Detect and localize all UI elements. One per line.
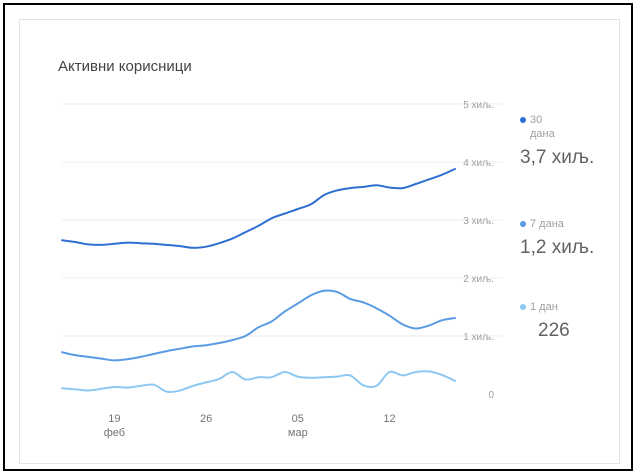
y-tick-label: 1 хиљ.	[463, 332, 494, 343]
legend-label: 7 дана	[530, 218, 564, 230]
legend-value: 226	[538, 320, 570, 341]
legend-item-30-days[interactable]: 30 дана 3,7 хиљ.	[520, 113, 594, 169]
series-line-0	[61, 168, 456, 249]
x-tick-label: 19	[108, 413, 120, 425]
legend-dot-icon	[520, 117, 526, 123]
legend-item-1-day[interactable]: 1 дан 226	[520, 300, 590, 342]
series-line-1	[61, 289, 456, 362]
legend-label: 30 дана	[530, 114, 555, 140]
legend-label: 1 дан	[530, 301, 558, 313]
x-tick-sublabel: феб	[104, 427, 125, 439]
x-tick-label: 26	[200, 413, 212, 425]
legend-value: 3,7 хиљ.	[520, 147, 595, 168]
legend-item-7-days[interactable]: 7 дана 1,2 хиљ.	[520, 217, 594, 259]
y-tick-label: 0	[488, 390, 494, 401]
legend-value: 1,2 хиљ.	[520, 237, 595, 258]
y-tick-label: 5 хиљ.	[463, 100, 494, 111]
x-tick-label: 05	[292, 413, 304, 425]
card-title: Активни корисници	[58, 58, 192, 75]
legend-dot-icon	[520, 304, 526, 310]
y-tick-label: 3 хиљ.	[463, 216, 494, 227]
active-users-card	[19, 19, 620, 464]
x-tick-label: 12	[383, 413, 395, 425]
y-tick-label: 4 хиљ.	[463, 158, 494, 169]
legend-dot-icon	[520, 221, 526, 227]
series-line-2	[61, 370, 456, 394]
y-tick-label: 2 хиљ.	[463, 274, 494, 285]
x-tick-sublabel: мар	[288, 427, 308, 439]
